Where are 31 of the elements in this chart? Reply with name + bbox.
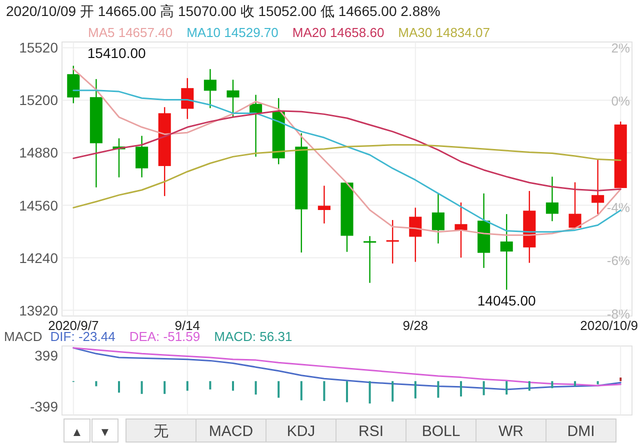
chart-title: MACD [4, 329, 42, 344]
text: RSI [358, 423, 384, 440]
y2-tick-label: -4% [606, 200, 630, 215]
text: DMI [567, 423, 595, 440]
y-tick-label: 15520 [19, 40, 58, 56]
y2-tick-label: -6% [606, 253, 630, 268]
y-tick-label: 15200 [19, 92, 58, 108]
y-tick-label: 14880 [19, 144, 58, 161]
annotation: 14045.00 [477, 292, 536, 309]
y-tick-label: 14240 [19, 250, 58, 266]
text: ▲ [71, 425, 83, 439]
chart-title: 2020/10/09 开 14665.00 高 15070.00 收 15052.00 低 14665.00 2.88% [6, 3, 440, 19]
y-tick-label: -399 [30, 398, 58, 415]
text: MA30 14834.07 [398, 25, 490, 40]
y-tick-label: 399 [34, 348, 58, 364]
text: KDJ [286, 423, 316, 440]
text: ▼ [99, 425, 111, 439]
y-tick-label: 13920 [19, 302, 58, 318]
y2-tick-label: 2% [611, 40, 630, 56]
text: MA10 14529.70 [186, 25, 278, 40]
text: BOLL [422, 423, 460, 440]
text: MACD [208, 423, 254, 440]
annotation: 15410.00 [87, 44, 146, 61]
y2-tick-label: 0% [611, 94, 630, 109]
text: 无 [154, 423, 168, 440]
text: MA20 14658.60 [292, 25, 384, 40]
text: MACD: 56.31 [214, 329, 292, 344]
text: MA5 14657.40 [88, 25, 173, 40]
x-tick-label: 9/28 [402, 318, 428, 333]
y-tick-label: 14560 [19, 197, 58, 214]
text: WR [498, 423, 524, 440]
